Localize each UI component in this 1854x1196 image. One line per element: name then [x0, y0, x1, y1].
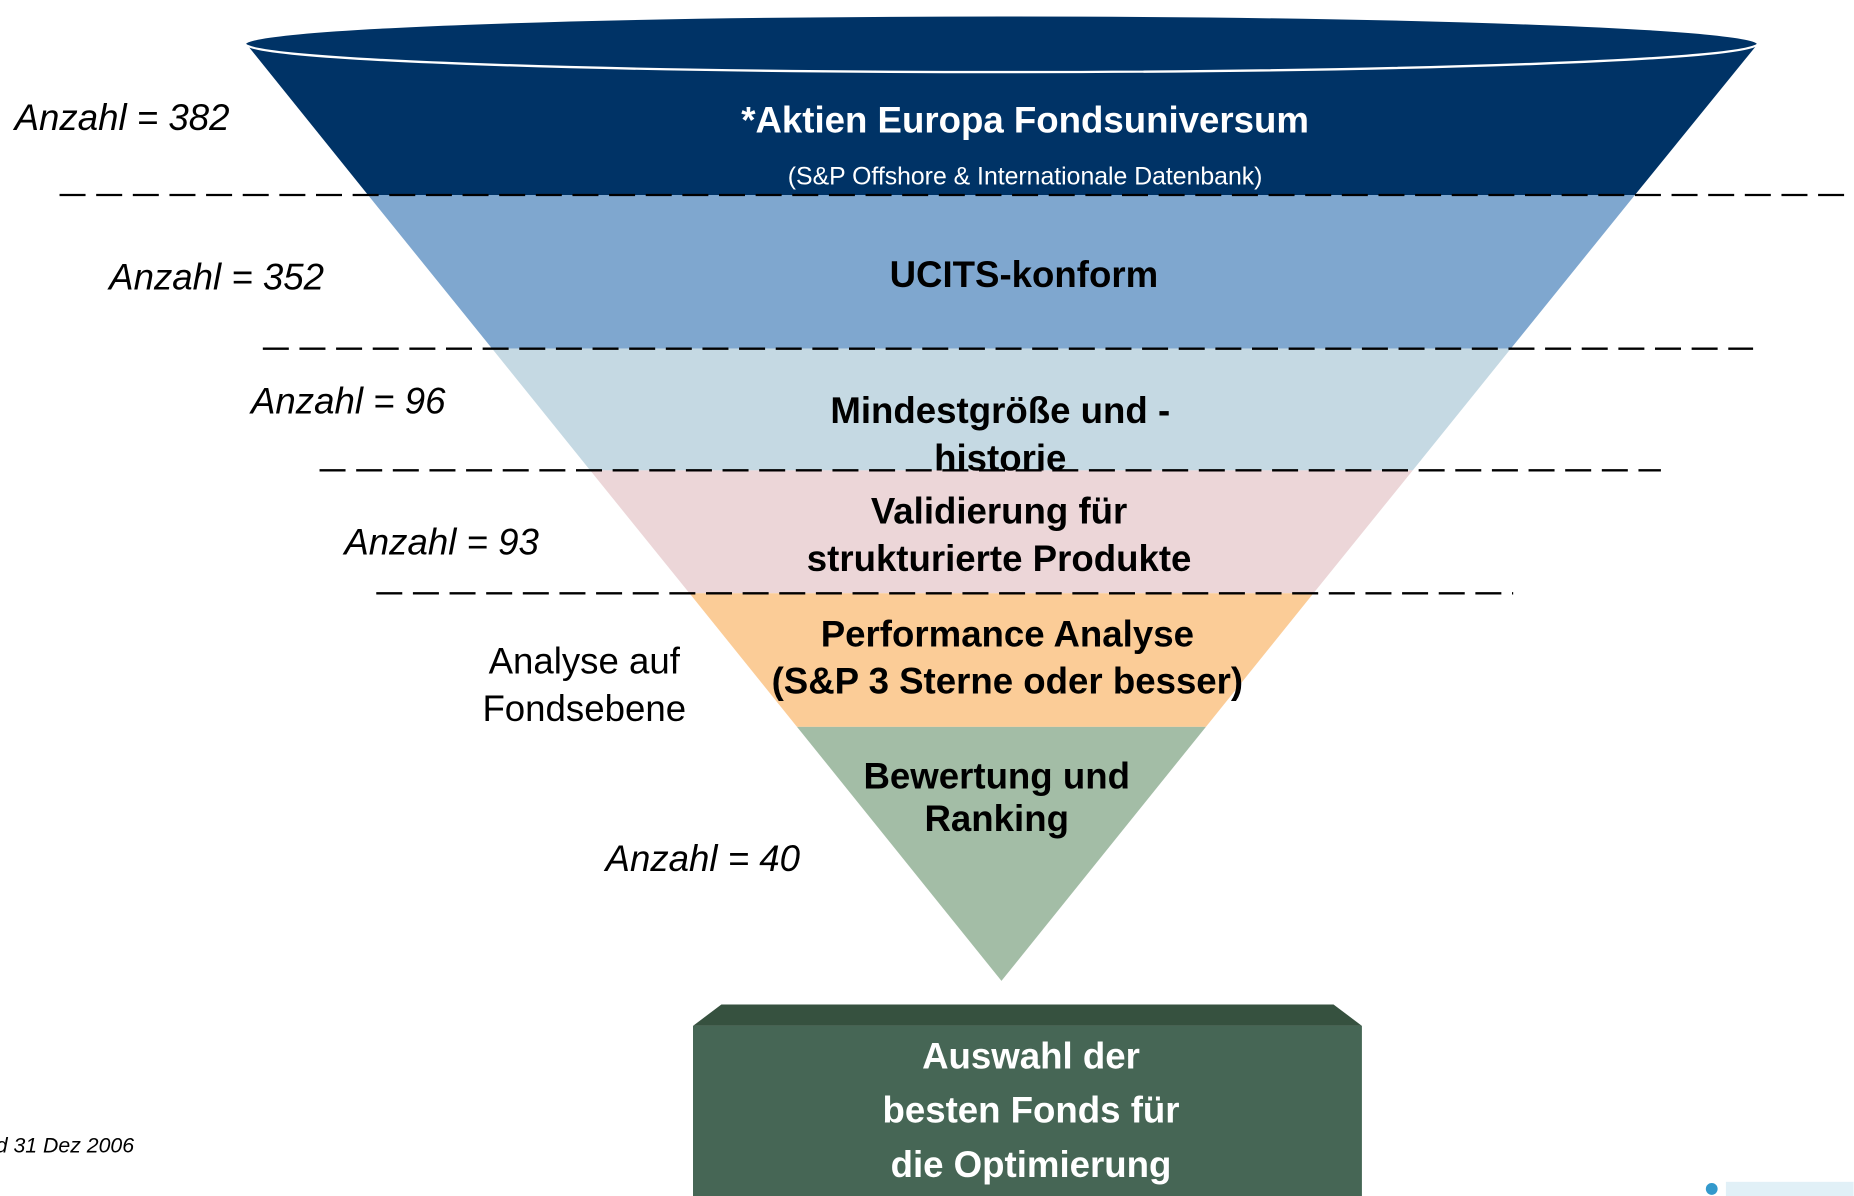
result-box-top [693, 1004, 1362, 1026]
result-text: die Optimierung [891, 1144, 1172, 1185]
stage-subtitle: (S&P Offshore & Internationale Datenbank… [788, 163, 1263, 190]
stage-title: (S&P 3 Sterne oder besser) [772, 661, 1244, 702]
stage-title: *Aktien Europa Fondsuniversum [741, 99, 1309, 140]
stage-title: UCITS-konform [890, 254, 1159, 295]
stage-count: Anzahl = 96 [249, 381, 446, 422]
stage-count: Anzahl = 40 [604, 838, 801, 879]
side-note: Analyse auf [489, 641, 681, 682]
stage-6 [797, 726, 1206, 981]
stage-2 [368, 195, 1635, 349]
result-text: Auswahl der [922, 1035, 1140, 1076]
stage-title: historie [934, 437, 1066, 478]
stage-1 [246, 43, 1758, 196]
stage-title: Mindestgröße und - [830, 390, 1170, 431]
side-note: Fondsebene [482, 688, 686, 729]
result-box [693, 1025, 1362, 1196]
stage-4 [590, 470, 1413, 594]
stage-count: Anzahl = 93 [342, 521, 539, 562]
footnote: d 31 Dez 2006 [0, 1133, 134, 1157]
stage-title: Bewertung und [863, 755, 1130, 796]
logo [1705, 1181, 1854, 1196]
stage-title: Performance Analyse [821, 613, 1194, 654]
stage-5 [689, 593, 1314, 727]
stage-3 [492, 348, 1511, 471]
stage-count: Anzahl = 352 [107, 257, 324, 298]
stage-title: Ranking [924, 798, 1068, 839]
funnel-rim [243, 14, 1759, 74]
result-text: besten Fonds für [882, 1090, 1179, 1131]
stage-title: Validierung für [871, 491, 1127, 532]
stage-count: Anzahl = 382 [13, 97, 230, 138]
stage-title: strukturierte Produkte [807, 538, 1192, 579]
